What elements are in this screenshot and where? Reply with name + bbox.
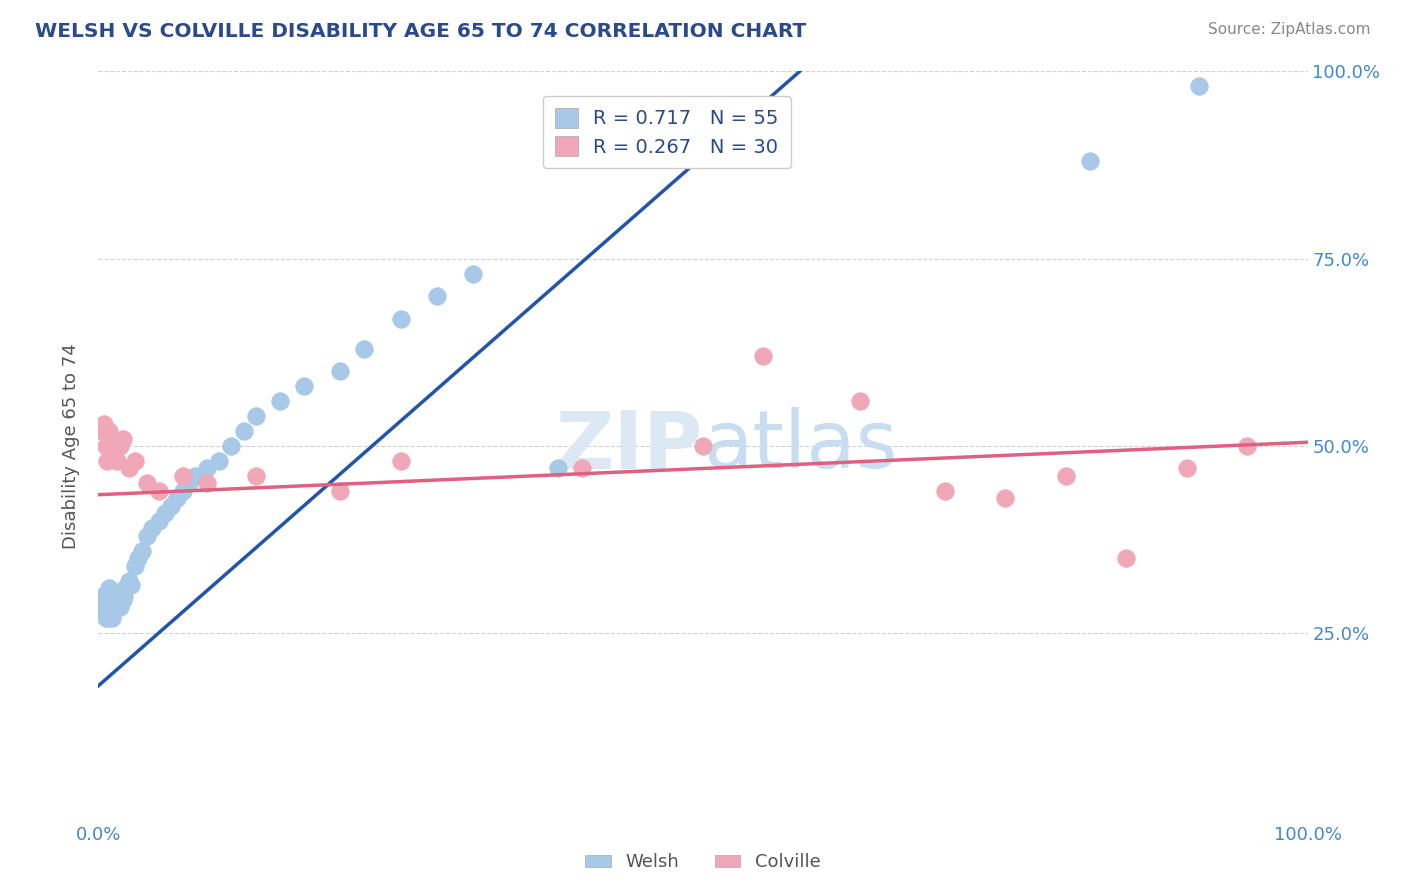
Point xyxy=(571,461,593,475)
Point xyxy=(101,589,124,603)
Text: ZIP: ZIP xyxy=(555,407,703,485)
Legend: R = 0.717   N = 55, R = 0.267   N = 30: R = 0.717 N = 55, R = 0.267 N = 30 xyxy=(543,96,790,169)
Point xyxy=(426,289,449,303)
Point xyxy=(221,439,243,453)
Point xyxy=(172,469,194,483)
Point xyxy=(353,342,375,356)
Point xyxy=(105,600,128,615)
Point xyxy=(148,483,170,498)
Point xyxy=(153,507,176,521)
Point xyxy=(101,446,124,460)
Point xyxy=(292,379,315,393)
Point xyxy=(105,596,128,610)
Y-axis label: Disability Age 65 to 74: Disability Age 65 to 74 xyxy=(62,343,80,549)
Point xyxy=(148,514,170,528)
Point xyxy=(91,589,114,603)
Point xyxy=(131,544,153,558)
Point xyxy=(103,600,125,615)
Point xyxy=(195,461,218,475)
Point xyxy=(232,424,254,438)
Point xyxy=(91,424,114,438)
Point xyxy=(245,409,267,423)
Point xyxy=(94,439,117,453)
Point xyxy=(98,582,121,596)
Point xyxy=(104,596,127,610)
Point xyxy=(547,461,569,475)
Point xyxy=(1054,469,1077,483)
Point xyxy=(127,551,149,566)
Point xyxy=(111,592,134,607)
Point xyxy=(96,589,118,603)
Point xyxy=(135,529,157,543)
Text: WELSH VS COLVILLE DISABILITY AGE 65 TO 74 CORRELATION CHART: WELSH VS COLVILLE DISABILITY AGE 65 TO 7… xyxy=(35,22,807,41)
Point xyxy=(94,611,117,625)
Point xyxy=(849,394,872,409)
Point xyxy=(389,454,412,468)
Point xyxy=(112,589,135,603)
Point xyxy=(166,491,188,506)
Point xyxy=(97,439,120,453)
Point xyxy=(111,432,134,446)
Point xyxy=(934,483,956,498)
Point xyxy=(118,574,141,588)
Point xyxy=(1078,154,1101,169)
Point xyxy=(269,394,291,409)
Point xyxy=(389,311,412,326)
Point xyxy=(1175,461,1198,475)
Point xyxy=(1236,439,1258,453)
Point xyxy=(245,469,267,483)
Point xyxy=(135,476,157,491)
Point xyxy=(100,596,122,610)
Point xyxy=(94,596,117,610)
Point xyxy=(108,600,131,615)
Point xyxy=(107,589,129,603)
Point xyxy=(463,267,485,281)
Point xyxy=(97,600,120,615)
Point xyxy=(208,454,231,468)
Point xyxy=(98,424,121,438)
Point xyxy=(108,439,131,453)
Point xyxy=(179,476,201,491)
Point xyxy=(98,596,121,610)
Point xyxy=(100,611,122,625)
Point xyxy=(105,454,128,468)
Point xyxy=(100,600,122,615)
Point xyxy=(100,589,122,603)
Point xyxy=(1188,79,1211,94)
Point xyxy=(195,476,218,491)
Point xyxy=(97,611,120,625)
Point xyxy=(124,454,146,468)
Point xyxy=(114,582,136,596)
Point xyxy=(184,469,207,483)
Point xyxy=(329,483,352,498)
Point xyxy=(120,577,142,591)
Text: Source: ZipAtlas.com: Source: ZipAtlas.com xyxy=(1208,22,1371,37)
Point xyxy=(118,461,141,475)
Point xyxy=(100,432,122,446)
Point xyxy=(1115,551,1137,566)
Legend: Welsh, Colville: Welsh, Colville xyxy=(578,847,828,879)
Point xyxy=(91,596,114,610)
Point xyxy=(994,491,1017,506)
Point xyxy=(329,364,352,378)
Point xyxy=(93,604,115,618)
Point xyxy=(141,521,163,535)
Point xyxy=(124,558,146,573)
Point xyxy=(96,454,118,468)
Point xyxy=(93,417,115,431)
Point xyxy=(692,439,714,453)
Point xyxy=(172,483,194,498)
Point xyxy=(752,349,775,363)
Text: atlas: atlas xyxy=(703,407,897,485)
Point xyxy=(160,499,183,513)
Point xyxy=(110,589,132,603)
Point xyxy=(108,596,131,610)
